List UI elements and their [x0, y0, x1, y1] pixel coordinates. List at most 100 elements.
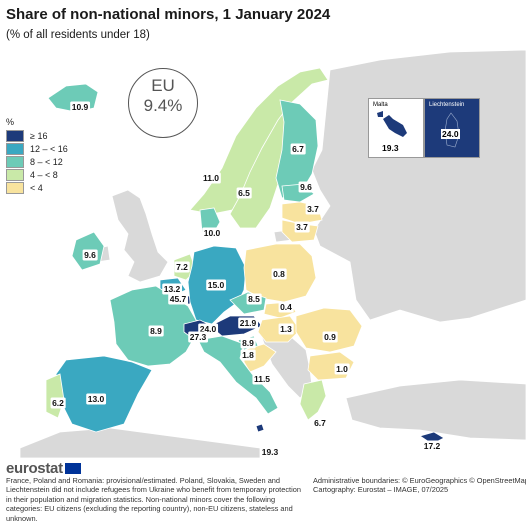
value-label-bg: [238, 317, 259, 329]
value-label-germany: 15.0: [208, 280, 225, 290]
value-label-finland: 11.0: [203, 173, 219, 183]
legend-swatch: [6, 182, 24, 194]
legend-item: 4 – < 8: [6, 169, 68, 181]
country-malta: [255, 423, 265, 433]
value-label-bg: [334, 363, 350, 375]
inset-liechtenstein-name: Liechtenstein: [429, 102, 465, 108]
value-label-croatia: 1.8: [242, 350, 254, 360]
value-label-bg: [70, 101, 91, 113]
page-subtitle: (% of all residents under 18): [6, 29, 150, 41]
value-label-austria: 21.9: [240, 318, 257, 328]
value-label-bg: [298, 181, 314, 193]
value-label-bg: [260, 446, 281, 458]
malta-shape: [377, 111, 407, 137]
eu-average-value: 9.4%: [143, 96, 183, 115]
legend-label: 4 – < 8: [30, 170, 58, 180]
legend-label: 8 – < 12: [30, 157, 63, 167]
value-label-bg: [305, 203, 321, 215]
value-label-bg: [322, 331, 338, 343]
country-greece: [299, 379, 327, 421]
legend-swatch: [6, 156, 24, 168]
footnotes: France, Poland and Romania: provisional/…: [6, 476, 301, 523]
legend-label: < 4: [30, 183, 43, 193]
inset-malta-name: Malta: [373, 102, 388, 108]
country-romania: [295, 307, 363, 353]
eu-average-label: EU: [151, 76, 175, 95]
boundaries-credit: Administrative boundaries: © EuroGeograp…: [313, 476, 526, 485]
value-label-romania: 0.9: [324, 332, 336, 342]
value-label-bg: [240, 337, 256, 349]
legend-swatch: [6, 143, 24, 155]
value-labels: 10.9 6.7 6.5 11.0 9.6 3.7 3.7 10.0 9.6 7.2 13.245.…: [50, 101, 443, 458]
legend-swatch: [6, 130, 24, 142]
value-label-spain: 13.0: [88, 394, 105, 404]
value-label-switzerland: 24.0: [200, 324, 217, 334]
value-label-bg: [202, 227, 223, 239]
credits: Administrative boundaries: © EuroGeograp…: [313, 476, 526, 495]
value-label-bg: [252, 373, 272, 385]
value-label-bg: [162, 283, 183, 295]
value-label-bg: [294, 221, 310, 233]
legend-item: 8 – < 12: [6, 156, 68, 168]
value-label-iceland: 10.9: [72, 102, 89, 112]
value-label-bg: [240, 349, 256, 361]
value-label-bg: [174, 261, 190, 273]
value-label-bg: [86, 393, 107, 405]
cartography-credit: Cartography: Eurostat – IMAGE, 07/2025: [313, 485, 449, 495]
value-label-norway: 6.7: [292, 144, 304, 154]
value-label-poland: 0.8: [273, 269, 285, 279]
value-label-hungary: 1.3: [280, 324, 292, 334]
value-label-liechtenstein: 27.3: [190, 332, 207, 342]
eurostat-logo: eurostat: [6, 460, 63, 477]
inset-liechtenstein: Liechtenstein 24.0: [424, 98, 480, 158]
legend-swatch: [6, 169, 24, 181]
inset-malta: Malta 19.3: [368, 98, 424, 158]
legend-title: %: [6, 117, 15, 127]
value-label-bg: [422, 440, 443, 452]
legend-item: < 4: [6, 182, 68, 194]
footer-logo: eurostat: [6, 460, 81, 478]
legend: % ≥ 16 12 – < 16 8 – < 12 4 – < 8 < 4: [6, 117, 68, 195]
value-label-bg: [278, 323, 294, 335]
value-label-cyprus: 17.2: [424, 441, 441, 451]
legend-item: 12 – < 16: [6, 143, 68, 155]
eu-flag-icon: [64, 463, 81, 475]
value-label-bg: [271, 268, 287, 280]
value-label-portugal: 6.2: [52, 398, 64, 408]
page-title: Share of non-national minors, 1 January …: [6, 6, 331, 23]
value-label-lithuania: 3.7: [296, 222, 308, 232]
value-label-sweden: 6.5: [238, 188, 250, 198]
value-label-bg: [278, 301, 294, 313]
inset-liechtenstein-value: 24.0: [441, 129, 460, 139]
value-label-netherlands: 7.2: [176, 262, 188, 272]
legend-label: 12 – < 16: [30, 144, 68, 154]
value-label-bg: [168, 293, 189, 305]
value-label-bg: [82, 249, 98, 261]
value-label-luxembourg: 45.7: [170, 294, 187, 304]
inset-malta-value: 19.3: [382, 143, 399, 153]
value-label-czechia: 8.5: [248, 294, 260, 304]
value-label-france: 8.9: [150, 326, 162, 336]
value-label-bg: [236, 187, 252, 199]
value-label-bg: [201, 172, 221, 184]
value-label-bg: [148, 325, 164, 337]
value-label-belgium: 13.2: [164, 284, 181, 294]
value-label-italy: 11.5: [254, 374, 270, 384]
value-label-latvia: 3.7: [307, 204, 319, 214]
value-label-denmark: 10.0: [204, 228, 221, 238]
value-label-bulgaria: 1.0: [336, 364, 348, 374]
value-label-greece: 6.7: [314, 418, 326, 428]
value-label-bg: [290, 143, 306, 155]
value-label-bg: [246, 293, 262, 305]
value-label-slovakia: 0.4: [280, 302, 292, 312]
value-label-estonia: 9.6: [300, 182, 312, 192]
eu-average-badge: EU 9.4%: [128, 68, 198, 138]
legend-label: ≥ 16: [30, 131, 48, 141]
value-label-ireland: 9.6: [84, 250, 96, 260]
value-label-bg: [312, 417, 328, 429]
value-label-bg: [206, 279, 227, 291]
value-label-bg: [50, 397, 66, 409]
legend-item: ≥ 16: [6, 130, 68, 142]
value-label-slovenia: 8.9: [242, 338, 254, 348]
value-label-malta: 19.3: [262, 447, 279, 457]
